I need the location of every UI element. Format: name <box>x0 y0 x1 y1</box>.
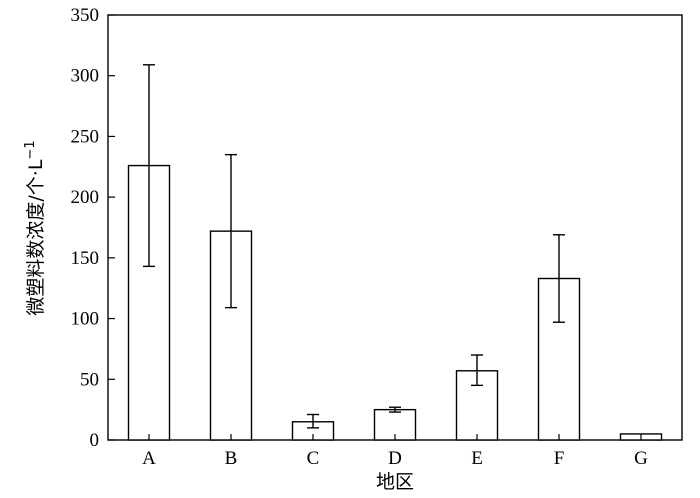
y-tick-label: 50 <box>80 369 99 390</box>
y-axis-title-main: 微塑料数浓度/个·L <box>25 159 47 315</box>
x-tick-label-A: A <box>142 448 156 469</box>
plot-frame <box>107 14 683 441</box>
y-tick-label: 150 <box>71 248 100 269</box>
y-axis: 0 50 100 150 200 250 300 350 <box>71 5 115 451</box>
x-tick-label-E: E <box>471 448 483 469</box>
error-bar-A <box>143 64 155 268</box>
error-bar-F <box>553 234 565 323</box>
y-axis-title: 微塑料数浓度/个·L−1 <box>23 140 47 315</box>
y-tick-label: 250 <box>71 126 100 147</box>
x-tick-label-G: G <box>634 448 648 469</box>
x-axis-title: 地区 <box>376 471 414 493</box>
y-axis-title-superscript: −1 <box>23 140 38 159</box>
error-bar-D <box>389 406 401 413</box>
x-tick-label-F: F <box>554 448 565 469</box>
x-axis: A B C D E F G <box>142 434 648 469</box>
y-tick-label: 300 <box>71 66 100 87</box>
y-tick-label: 200 <box>71 187 100 208</box>
error-bar-C <box>307 413 319 429</box>
x-tick-label-B: B <box>225 448 238 469</box>
bars-group <box>127 64 663 441</box>
y-tick-label: 350 <box>71 5 100 26</box>
y-tick-label: 0 <box>90 430 100 451</box>
error-bar-E <box>471 354 483 387</box>
y-tick-label: 100 <box>71 309 100 330</box>
error-bar-B <box>225 153 237 309</box>
x-tick-label-C: C <box>307 448 320 469</box>
x-tick-label-D: D <box>388 448 402 469</box>
